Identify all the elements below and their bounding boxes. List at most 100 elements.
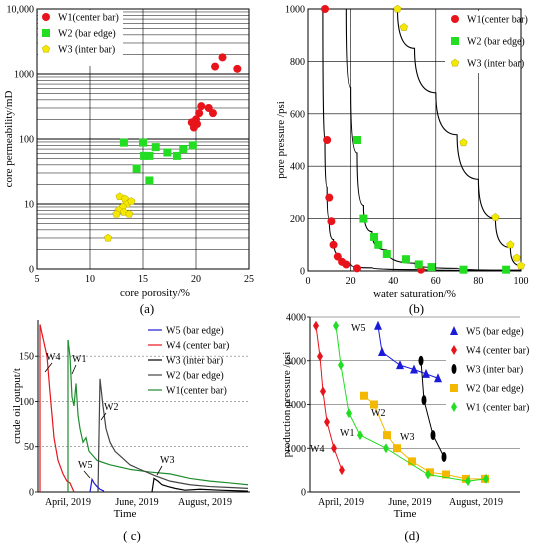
data-point	[410, 364, 418, 374]
data-point	[151, 143, 160, 152]
data-point	[427, 263, 436, 272]
data-point	[112, 209, 121, 218]
legend-label: W3 (inter bar)	[467, 59, 524, 70]
y-axis-label: core permeability/mD	[3, 91, 15, 188]
series-line	[67, 339, 249, 486]
data-point	[317, 351, 323, 362]
y-tick-label: 150	[19, 352, 34, 363]
data-point	[462, 474, 470, 483]
annotation-label: W4	[310, 444, 324, 455]
data-point	[172, 151, 181, 160]
data-point	[321, 5, 330, 13]
fit-curve	[322, 8, 522, 272]
data-point	[346, 408, 352, 419]
y-tick-label: 0	[29, 265, 34, 276]
data-point	[127, 196, 136, 205]
data-point	[327, 217, 336, 226]
data-point	[218, 53, 227, 62]
data-point	[516, 261, 526, 270]
caption: (a)	[140, 301, 154, 316]
y-tick-label: 0	[301, 488, 306, 499]
data-point	[323, 136, 332, 144]
y-tick-label: 600	[290, 109, 305, 120]
x-tick-label: 60	[431, 276, 441, 287]
legend-label: W2 (bar edge)	[466, 384, 524, 395]
legend-marker	[451, 345, 457, 355]
legend-marker	[42, 29, 50, 37]
legend-label: W3 (inter bar)	[58, 45, 115, 56]
x-tick-label: 100	[514, 276, 529, 287]
data-point	[139, 138, 147, 147]
data-point	[383, 443, 389, 454]
legend-label: W3 (inter bar)	[466, 365, 523, 376]
data-point	[208, 109, 217, 118]
y-tick-label: 100	[19, 135, 34, 146]
data-point	[125, 209, 134, 218]
data-point	[163, 148, 172, 157]
x-tick-label: April, 2019	[318, 497, 364, 508]
legend-label: W2 (bar edge)	[58, 29, 116, 40]
panel-c: 0 50 100 150 April, 2019 June, 2019 August, 20…	[11, 320, 250, 543]
panel-d: 0 1000 2000 3000 4000 April, 2019 June, 2019 Au…	[281, 313, 529, 544]
x-tick-label: 15	[138, 274, 148, 285]
data-point	[339, 465, 345, 476]
caption: (d)	[404, 528, 419, 543]
legend-marker	[450, 384, 458, 392]
legend-box	[38, 10, 123, 66]
data-point	[430, 430, 436, 441]
x-tick-label: 25	[244, 274, 254, 285]
data-point	[119, 138, 128, 147]
legend-label: W1(center bar)	[467, 15, 528, 26]
caption: (b)	[409, 301, 424, 316]
x-axis-label: water saturation/%	[373, 288, 456, 300]
legend-label: W2 (bar edge)	[467, 37, 525, 48]
series-line	[151, 477, 249, 493]
data-point	[426, 468, 434, 477]
y-tick-label: 800	[290, 57, 305, 68]
annotation-label: W2	[104, 402, 118, 413]
data-point	[103, 233, 113, 242]
legend-label: W2 (bar edge)	[166, 371, 224, 382]
legend-marker	[42, 13, 50, 21]
y-axis-label: crude oil output/t	[11, 368, 23, 444]
data-point	[370, 232, 379, 241]
y-tick-label: 4000	[286, 313, 306, 324]
data-point	[140, 151, 149, 160]
data-point	[333, 320, 339, 331]
y-axis-label: pore pressure /psi	[275, 101, 287, 179]
y-tick-label: 2000	[286, 400, 306, 411]
data-point	[342, 260, 351, 269]
data-point	[399, 22, 408, 31]
y-tick-label: 10	[24, 200, 34, 211]
data-point	[188, 141, 197, 150]
legend-label: W1(center bar)	[58, 13, 119, 24]
data-point	[401, 255, 410, 264]
data-point	[338, 360, 344, 371]
data-point	[325, 193, 334, 202]
data-point	[360, 391, 368, 400]
x-tick-label: 0	[306, 276, 311, 287]
data-point	[324, 417, 330, 427]
annotation-label: W1	[340, 428, 354, 439]
y-tick-label: 1000	[286, 444, 306, 455]
annotation-label: W3	[160, 455, 174, 466]
annotation-arrow	[83, 470, 91, 479]
data-point	[425, 469, 431, 480]
data-point	[483, 473, 489, 484]
annotation-label: W1	[72, 354, 86, 365]
series-line	[97, 378, 249, 493]
annotation-label: W5	[351, 323, 365, 334]
annotation-arrow	[156, 465, 163, 476]
annotation-label: W5	[78, 460, 92, 471]
x-axis-label: core porosity/%	[120, 287, 190, 299]
data-point	[357, 430, 363, 441]
data-point	[465, 476, 471, 487]
legend-label: W5 (bar edge)	[466, 327, 524, 338]
annotation-label: W3	[400, 432, 414, 443]
x-tick-label: August, 2019	[178, 497, 232, 508]
data-point	[393, 444, 401, 453]
legend-label: W3 (inter bar)	[166, 356, 223, 367]
data-point	[320, 386, 326, 397]
legend-marker	[451, 402, 457, 412]
data-point	[414, 260, 423, 269]
